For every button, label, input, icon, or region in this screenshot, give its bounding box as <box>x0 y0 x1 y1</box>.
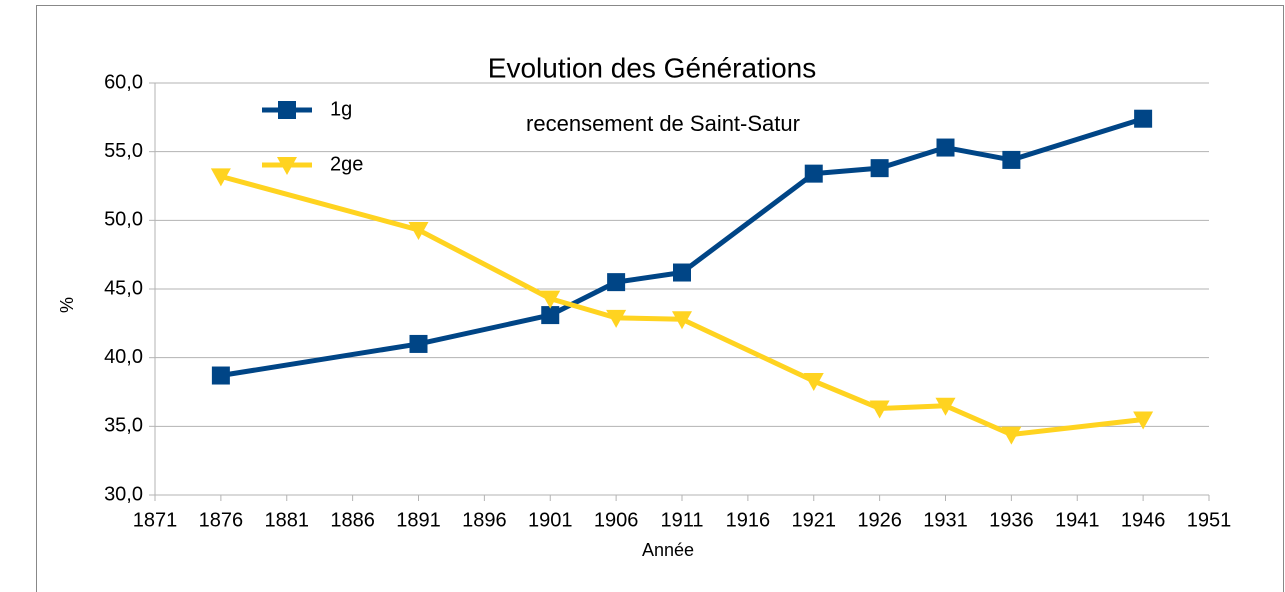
x-tick-label: 1936 <box>989 509 1034 531</box>
x-tick-label: 1911 <box>660 509 703 531</box>
data-point <box>541 306 560 325</box>
x-tick-label: 1871 <box>133 509 178 531</box>
legend-marker <box>277 157 297 175</box>
x-axis-label: Année <box>642 540 694 560</box>
data-point <box>607 273 626 292</box>
data-point <box>1133 411 1154 430</box>
legend-label: 1g <box>330 98 352 120</box>
y-tick-label: 50,0 <box>104 209 143 231</box>
x-tick-label: 1881 <box>265 509 310 531</box>
x-tick-label: 1921 <box>792 509 837 531</box>
legend-marker <box>278 101 296 119</box>
x-tick-label: 1886 <box>330 509 375 531</box>
data-point <box>804 164 823 183</box>
data-point <box>606 309 627 328</box>
data-point <box>1002 150 1021 169</box>
x-tick-label: 1901 <box>528 509 573 531</box>
data-point <box>870 159 889 178</box>
data-point <box>211 366 230 385</box>
x-tick-label: 1876 <box>199 509 244 531</box>
x-tick-label: 1906 <box>594 509 639 531</box>
x-tick-label: 1926 <box>857 509 902 531</box>
x-tick-label: 1931 <box>923 509 968 531</box>
legend-label: 2ge <box>330 153 363 175</box>
x-tick-label: 1946 <box>1121 509 1166 531</box>
y-tick-label: 55,0 <box>104 140 143 162</box>
data-point <box>935 397 956 416</box>
y-tick-label: 60,0 <box>104 71 143 93</box>
y-axis-label: % <box>57 297 77 313</box>
data-point <box>210 168 231 187</box>
series-line <box>220 116 1144 378</box>
x-tick-label: 1891 <box>396 509 441 531</box>
x-tick-label: 1916 <box>726 509 771 531</box>
data-point <box>409 334 428 353</box>
data-point <box>1001 426 1022 445</box>
x-tick-label: 1941 <box>1055 509 1100 531</box>
y-tick-label: 40,0 <box>104 346 143 368</box>
y-tick-label: 35,0 <box>104 415 143 437</box>
series-line <box>220 173 1144 438</box>
data-point <box>936 138 955 157</box>
y-tick-label: 30,0 <box>104 483 143 505</box>
x-tick-label: 1951 <box>1187 509 1232 531</box>
data-point <box>408 221 429 240</box>
y-tick-label: 45,0 <box>104 277 143 299</box>
data-point <box>1134 109 1153 128</box>
data-point <box>540 290 561 309</box>
x-tick-label: 1896 <box>462 509 507 531</box>
chart-subtitle: recensement de Saint-Satur <box>526 111 800 136</box>
data-point <box>869 400 890 419</box>
data-point <box>673 263 691 282</box>
chart-frame <box>36 5 1284 592</box>
data-point <box>672 311 692 330</box>
data-point <box>803 373 824 392</box>
chart-title: Evolution des Générations <box>488 52 816 83</box>
